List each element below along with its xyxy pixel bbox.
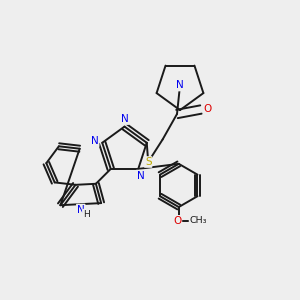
Text: H: H [83, 210, 90, 219]
Text: CH₃: CH₃ [190, 216, 207, 225]
Text: N: N [121, 114, 128, 124]
Text: N: N [77, 205, 85, 214]
Text: N: N [91, 136, 99, 146]
Text: O: O [203, 104, 212, 115]
Text: S: S [145, 157, 152, 167]
Text: O: O [173, 216, 182, 226]
Text: N: N [176, 80, 184, 91]
Text: N: N [137, 170, 145, 181]
